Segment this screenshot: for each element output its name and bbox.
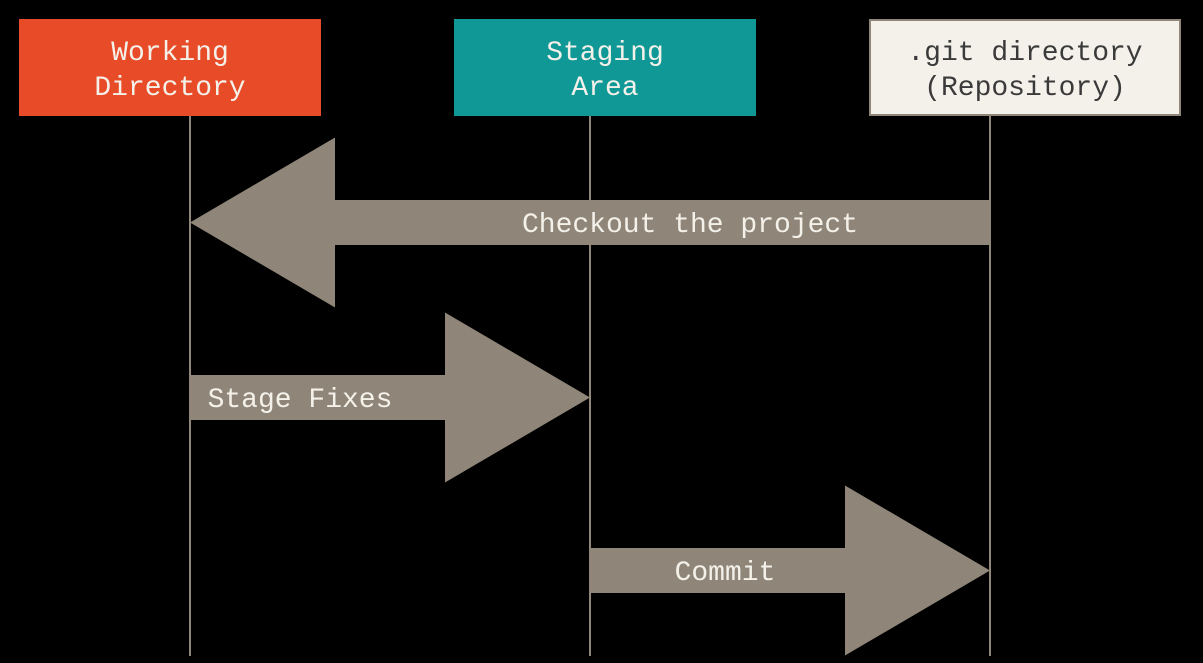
- box-repo-line1: .git directory: [907, 38, 1142, 69]
- box-staging-line1: Staging: [546, 38, 664, 69]
- box-staging-line2: Area: [571, 73, 638, 104]
- box-repo-line2: (Repository): [924, 73, 1126, 104]
- box-working: Working Directory: [20, 20, 320, 115]
- box-staging: Staging Area: [455, 20, 755, 115]
- arrow-stage-label: Stage Fixes: [208, 385, 393, 416]
- box-working-line2: Directory: [94, 73, 245, 104]
- box-repo: .git directory (Repository): [870, 20, 1180, 115]
- arrow-checkout-label: Checkout the project: [522, 210, 858, 241]
- arrow-commit-label: Commit: [675, 558, 776, 589]
- box-working-line1: Working: [111, 38, 229, 69]
- arrow-commit: Commit: [590, 486, 990, 656]
- arrow-stage: Stage Fixes: [190, 313, 590, 483]
